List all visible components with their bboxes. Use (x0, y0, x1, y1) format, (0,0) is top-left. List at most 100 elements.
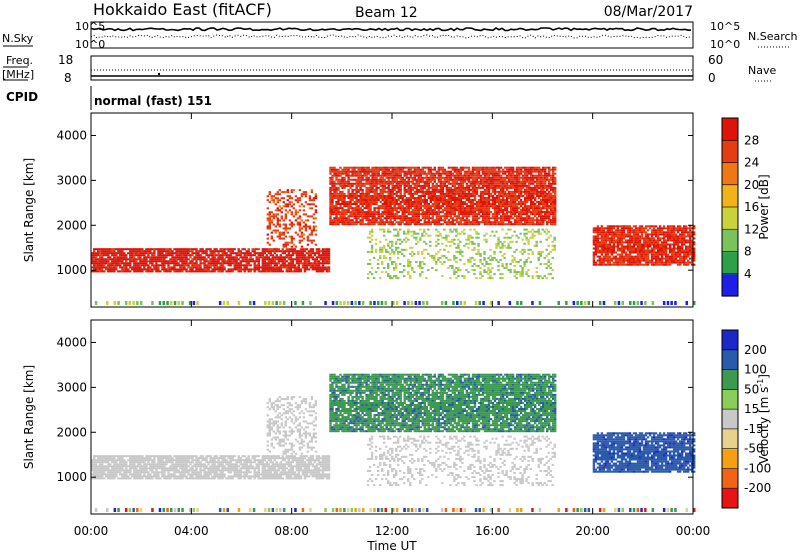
power-cell (431, 182, 434, 185)
power-cell (197, 266, 200, 269)
power-cell (630, 241, 634, 244)
power-cell (249, 268, 252, 271)
power-cell (409, 197, 412, 199)
power-cell (133, 258, 136, 261)
power-cell (385, 168, 388, 171)
power-cell (272, 223, 275, 226)
power-cell (437, 207, 441, 210)
power-cell (523, 172, 527, 175)
power-cell (292, 243, 296, 246)
power-cell (439, 188, 443, 191)
power-cell (369, 205, 372, 208)
power-cell (312, 213, 316, 216)
power-cell (280, 217, 283, 220)
power-cell (622, 247, 626, 250)
power-cell (632, 231, 636, 234)
power-cell (123, 254, 126, 257)
power-cell (445, 170, 449, 173)
power-cell (387, 209, 390, 212)
power-cell (165, 250, 168, 253)
power-cell (415, 188, 418, 191)
power-cell (377, 180, 380, 183)
power-cell (315, 256, 319, 259)
power-cell (509, 209, 513, 212)
power-cell (405, 211, 408, 214)
power-cell (395, 213, 398, 216)
power-cell (431, 203, 434, 205)
power-cell (135, 262, 138, 265)
power-cell (381, 174, 384, 177)
power-cell (415, 192, 418, 195)
power-cell (351, 190, 354, 193)
power-cell (528, 172, 531, 175)
power-cell (125, 258, 128, 261)
power-cell (97, 258, 100, 261)
power-cell (193, 252, 196, 255)
power-cell (177, 262, 180, 265)
power-cell (187, 252, 190, 255)
power-cell (115, 266, 118, 269)
power-cell (107, 264, 110, 267)
power-cell (343, 213, 346, 216)
power-cell (383, 178, 386, 181)
power-cell (157, 264, 160, 267)
power-cell (259, 254, 262, 257)
power-cell (423, 215, 426, 218)
power-cell (501, 205, 505, 208)
power-cell (371, 195, 374, 197)
power-cell (679, 261, 682, 264)
power-cell (331, 197, 334, 199)
power-cell (277, 268, 280, 271)
power-cell (459, 192, 463, 195)
power-cell (121, 268, 124, 271)
power-cell (329, 166, 332, 169)
power-cell (385, 172, 388, 175)
power-cell (179, 268, 182, 271)
power-cell (433, 199, 436, 201)
power-cell (485, 170, 489, 173)
power-cell (297, 264, 301, 267)
power-cell (274, 209, 277, 212)
power-cell (413, 197, 416, 199)
power-cell (341, 209, 344, 212)
power-cell (666, 233, 670, 236)
power-cell (361, 203, 364, 205)
power-cell (536, 221, 539, 224)
power-cell (473, 182, 477, 185)
power-cell (473, 207, 477, 210)
power-cell (290, 225, 294, 228)
nsearch-label: N.Search (748, 30, 798, 43)
power-cell (437, 174, 441, 177)
power-cell (169, 258, 172, 261)
power-cell (377, 192, 380, 195)
power-cell (600, 259, 604, 262)
power-cell (485, 190, 489, 193)
power-cell (592, 255, 596, 258)
power-cell (473, 209, 477, 212)
power-cell (117, 250, 120, 253)
power-cell (672, 241, 676, 244)
power-cell (371, 178, 374, 181)
power-cell (393, 199, 396, 201)
power-cell (111, 262, 114, 265)
power-cell (343, 203, 346, 205)
power-cell (534, 176, 537, 179)
power-cell (662, 225, 666, 228)
power-cell (347, 170, 350, 173)
power-cell (511, 176, 515, 179)
power-cell (534, 213, 537, 216)
power-cell (608, 259, 612, 262)
power-cell (431, 197, 434, 199)
power-cell (511, 217, 515, 220)
power-cell (548, 186, 551, 189)
power-cell (389, 219, 392, 222)
power-cell (395, 186, 398, 189)
power-cell (479, 182, 483, 185)
power-cell (125, 268, 128, 271)
power-cell (407, 166, 410, 169)
power-cell (483, 223, 487, 226)
power-cell (341, 180, 344, 183)
power-cell (429, 201, 432, 203)
power-cell (648, 261, 652, 264)
power-cell (612, 249, 616, 252)
